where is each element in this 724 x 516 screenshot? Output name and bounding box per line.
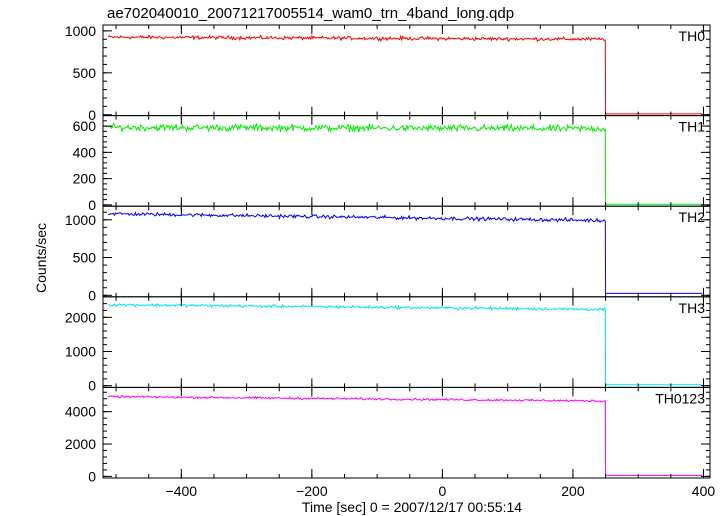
series-line-th0 <box>107 34 703 115</box>
y-tick-label: 0 <box>88 287 96 303</box>
panel-th2: 0 500 1000 TH2 <box>65 205 711 303</box>
chart-title: ae702040010_20071217005514_wam0_trn_4ban… <box>107 5 514 22</box>
x-tick-label: 0 <box>438 483 446 499</box>
x-axis: −400 −200 0 200 400 <box>166 483 716 499</box>
y-tick-label: 0 <box>88 197 96 213</box>
panel-label-th0: TH0 <box>679 28 706 44</box>
x-tick-label: 400 <box>692 483 716 499</box>
series-line-th0123 <box>107 394 703 476</box>
y-tick-label: 500 <box>73 250 97 266</box>
panel-label-th2: TH2 <box>679 209 706 225</box>
y-tick-label: 1000 <box>65 23 96 39</box>
y-tick-label: 0 <box>88 107 96 123</box>
y-axis-label: Counts/sec <box>33 223 49 293</box>
panel-frame <box>102 205 711 298</box>
panel-frame <box>102 296 711 388</box>
panel-th0123: 0 2000 4000 TH0123 <box>65 386 711 484</box>
y-tick-label: 2000 <box>65 436 96 452</box>
series-line-th2 <box>108 211 703 294</box>
y-tick-label: 200 <box>73 171 97 187</box>
panel-label-th3: TH3 <box>679 300 706 316</box>
y-tick-label: 400 <box>73 144 97 160</box>
y-tick-label: 500 <box>73 65 97 81</box>
y-tick-label: 1000 <box>65 212 96 228</box>
panel-label-th0123: TH0123 <box>655 390 705 406</box>
panel-th0: 0 500 1000 TH0 <box>65 23 711 123</box>
y-tick-label: 0 <box>88 468 96 484</box>
y-tick-label: 4000 <box>65 404 96 420</box>
y-tick-label: 600 <box>73 118 97 134</box>
x-axis-label: Time [sec] 0 = 2007/12/17 00:55:14 <box>302 499 522 515</box>
series-line-th1 <box>108 122 703 205</box>
y-tick-label: 2000 <box>65 309 96 325</box>
x-tick-label: 200 <box>561 483 585 499</box>
x-tick-label: −200 <box>296 483 328 499</box>
panel-label-th1: TH1 <box>679 119 706 135</box>
panel-th1: 0 200 400 600 TH1 <box>73 115 711 213</box>
series-line-th3 <box>108 303 703 386</box>
panel-th3: 0 1000 2000 TH3 <box>65 296 711 394</box>
y-tick-label: 0 <box>88 378 96 394</box>
x-tick-label: −400 <box>166 483 198 499</box>
y-tick-label: 1000 <box>65 344 96 360</box>
panel-frame <box>102 386 711 479</box>
